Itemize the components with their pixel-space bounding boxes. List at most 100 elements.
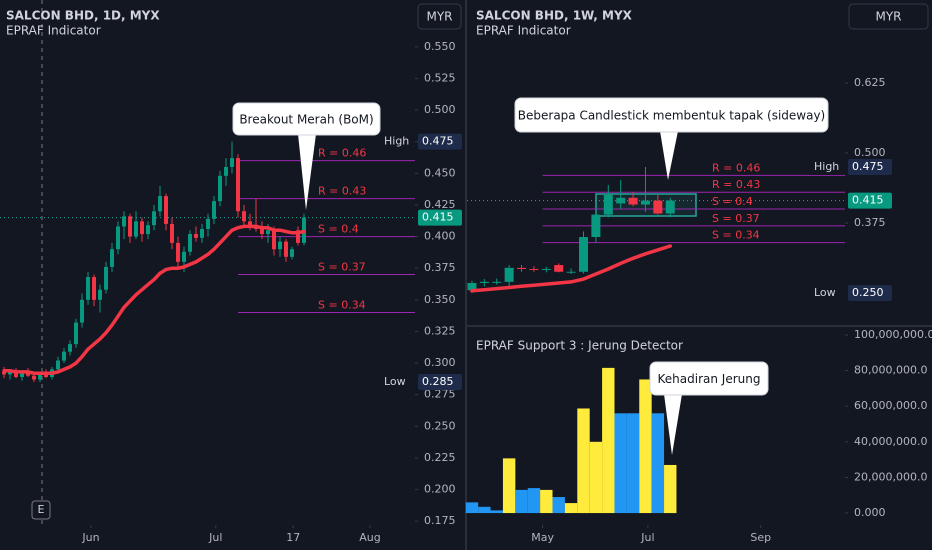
last-price-text: 0.415	[422, 211, 454, 224]
y-tick-label: 0.550	[424, 40, 456, 53]
y-tick-label: 0.425	[424, 198, 456, 211]
low-badge-tag	[810, 285, 844, 302]
candle-body	[14, 370, 19, 377]
candle-body	[92, 277, 97, 300]
high-badge-label: High	[384, 135, 409, 148]
x-tick-label: Jun	[81, 531, 99, 544]
volume-bar	[552, 497, 565, 514]
currency-button[interactable]	[848, 3, 929, 30]
candle-body	[665, 200, 675, 214]
high-badge-value: 0.475	[422, 135, 454, 148]
candle-body	[467, 282, 477, 291]
callout-box	[649, 361, 769, 396]
chart-title: EPRAF Support 3 : Jerung Detector	[476, 339, 683, 353]
volume-bar	[564, 503, 578, 514]
candle-body	[200, 228, 205, 238]
low-badge-label: Low	[814, 286, 836, 299]
high-badge-value-badge	[418, 133, 462, 150]
candle-body	[158, 196, 163, 212]
candle-body	[566, 271, 576, 273]
volume-bar	[639, 379, 652, 514]
chart-title: SALCON BHD, 1D, MYX	[6, 9, 160, 23]
candle-body	[188, 234, 193, 252]
high-badge-tag	[810, 158, 844, 175]
candle-body	[104, 266, 109, 290]
candle-body	[146, 225, 151, 235]
x-tick-label: Jul	[208, 531, 222, 544]
e-button[interactable]	[31, 500, 51, 520]
last-price-badge	[418, 209, 462, 226]
candle-body	[272, 230, 277, 250]
x-tick-label: Sep	[750, 531, 771, 544]
candle-body	[2, 371, 7, 375]
volume-bar	[490, 510, 503, 514]
candle-body	[8, 370, 13, 375]
chart-subtitle: EPRAF Indicator	[6, 24, 101, 38]
last-price-text: 0.415	[852, 194, 884, 207]
y-tick-label: 100,000,000.0	[854, 328, 932, 341]
candle-body	[236, 158, 241, 212]
candle-body	[591, 214, 601, 238]
candle-body	[152, 211, 157, 226]
y-tick-label: 0.500	[424, 103, 456, 116]
candle-body	[248, 221, 253, 226]
y-tick-label: 60,000,000.0	[854, 399, 927, 412]
candle-body	[134, 221, 139, 237]
e-button-label[interactable]: E	[38, 503, 45, 516]
level-label: S = 0.34	[712, 229, 760, 242]
level-label: R = 0.43	[318, 185, 366, 198]
callout-pointer	[298, 134, 316, 210]
y-tick-label: 0.200	[424, 483, 456, 496]
ema-line	[470, 244, 673, 293]
candle-body	[603, 195, 613, 215]
callout-text: Breakout Merah (BoM)	[239, 113, 373, 127]
y-tick-label: 0.250	[424, 419, 456, 432]
candle-body	[44, 373, 49, 377]
y-tick-label: 0.500	[854, 146, 886, 159]
candle-body	[128, 216, 133, 237]
y-tick-label: 0.375	[854, 216, 886, 229]
candle-body	[278, 241, 283, 250]
candle-body	[492, 281, 502, 283]
y-tick-label: 80,000,000.0	[854, 364, 927, 377]
currency-label[interactable]: MYR	[875, 10, 901, 24]
y-tick-label: 0.300	[424, 356, 456, 369]
y-tick-label: 0.350	[424, 293, 456, 306]
candle-body	[284, 241, 289, 257]
low-badge-label: Low	[384, 375, 406, 388]
candle-body	[140, 221, 145, 235]
candle-body	[74, 322, 79, 345]
y-tick-label: 40,000,000.0	[854, 435, 927, 448]
level-label: S = 0.4	[318, 223, 359, 236]
volume-bar	[614, 413, 627, 514]
volume-bar	[651, 413, 665, 514]
level-label: S = 0.34	[318, 298, 366, 311]
y-tick-label: 0.625	[854, 76, 886, 89]
candle-body	[640, 200, 650, 205]
volume-bar	[626, 413, 640, 514]
candle-body	[182, 251, 187, 262]
callout-pointer	[660, 131, 678, 180]
x-tick-label: Aug	[359, 531, 380, 544]
currency-label[interactable]: MYR	[426, 10, 452, 24]
currency-button[interactable]	[417, 3, 462, 30]
candle-body	[260, 228, 265, 235]
candle-body	[170, 223, 175, 243]
ema-line	[2, 224, 306, 375]
y-tick-label: 0.175	[424, 514, 456, 527]
candle-body	[266, 230, 271, 235]
candle-body	[38, 373, 43, 380]
candle-body	[62, 351, 67, 361]
low-badge-value-badge	[418, 374, 462, 391]
callout-text: Kehadiran Jerung	[658, 372, 761, 386]
chart-title: SALCON BHD, 1W, MYX	[476, 9, 633, 23]
level-label: R = 0.46	[712, 161, 760, 174]
volume-bar	[465, 502, 479, 514]
callout-pointer	[664, 394, 682, 455]
candle-body	[296, 230, 301, 243]
x-tick-label: Jul	[640, 531, 654, 544]
x-tick-label: May	[531, 531, 554, 544]
candle-body	[122, 216, 127, 227]
candle-body	[224, 166, 229, 176]
level-label: R = 0.43	[712, 178, 760, 191]
